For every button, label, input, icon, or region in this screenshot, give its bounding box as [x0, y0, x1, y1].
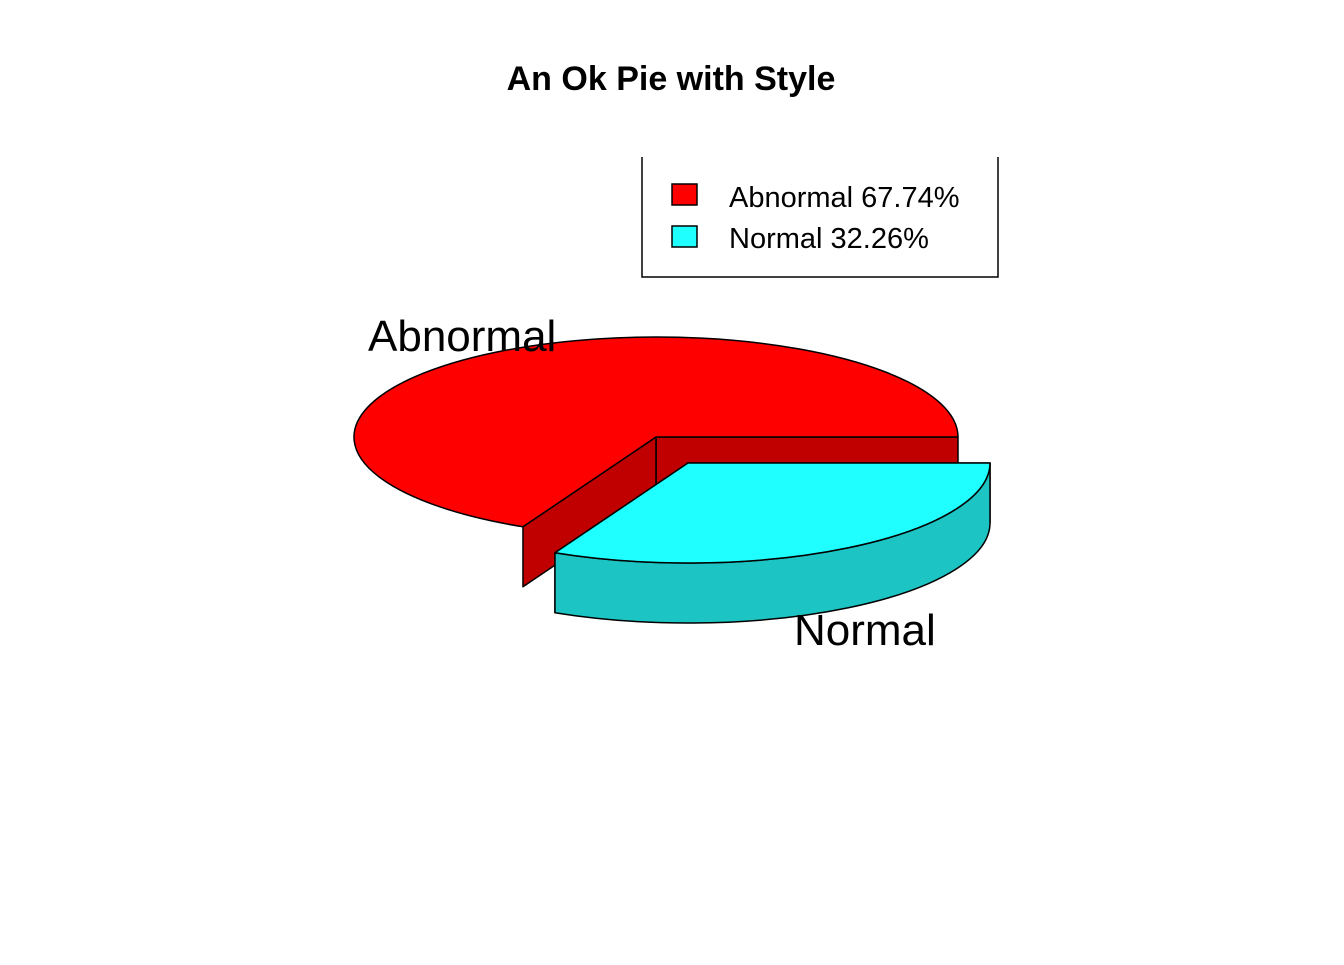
- legend-swatch-abnormal: [671, 183, 698, 206]
- legend-frame: [641, 157, 999, 278]
- slice-top-normal: [554, 462, 991, 564]
- legend-swatch-normal: [671, 225, 698, 248]
- chart-title: An Ok Pie with Style: [507, 60, 836, 98]
- legend-label-abnormal: Abnormal 67.74%: [729, 182, 960, 214]
- legend-label-normal: Normal 32.26%: [729, 223, 929, 255]
- legend: Abnormal 67.74% Normal 32.26%: [641, 157, 999, 278]
- pie-slice-normal: [554, 462, 991, 624]
- slice-label-abnormal: Abnormal: [368, 312, 556, 361]
- slice-label-normal: Normal: [794, 606, 936, 655]
- pie-group: [353, 336, 991, 624]
- slice-top-abnormal: [353, 336, 959, 528]
